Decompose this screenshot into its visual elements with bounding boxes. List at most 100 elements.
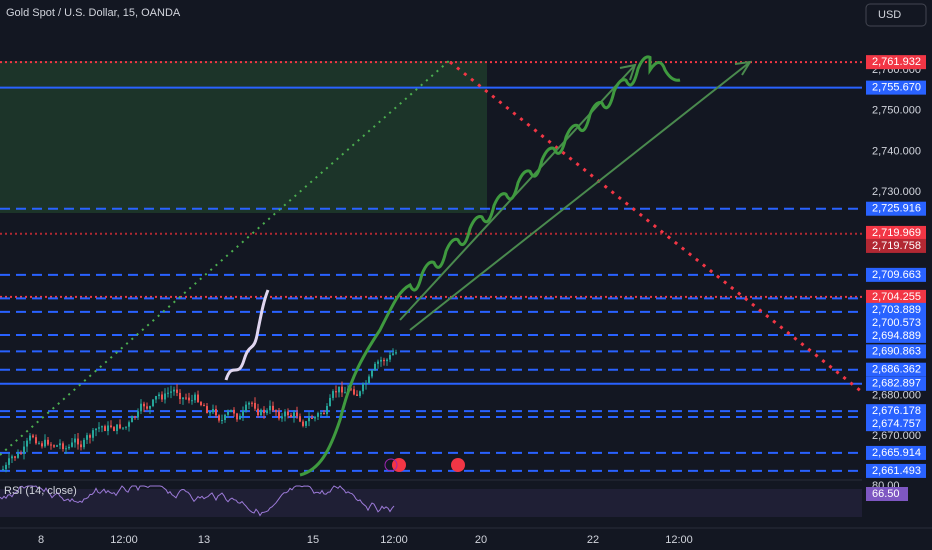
candle-body — [227, 411, 229, 415]
candle-body — [290, 415, 292, 418]
candle-body — [383, 359, 385, 362]
candle-body — [266, 410, 268, 414]
candle-body — [326, 405, 328, 415]
candle-body — [188, 397, 190, 401]
price-label-box — [866, 376, 926, 391]
price-label-box — [866, 463, 926, 478]
time-label: 22 — [587, 534, 599, 546]
candle-body — [164, 393, 166, 400]
candle-body — [137, 411, 139, 418]
candle-body — [98, 427, 100, 429]
candle-body — [38, 443, 40, 445]
candle-body — [296, 412, 298, 417]
rsi-band — [0, 489, 862, 517]
rsi-value: 66.50 — [872, 488, 900, 500]
candle-body — [344, 392, 346, 394]
candle-body — [329, 397, 331, 406]
candle-body — [107, 425, 109, 432]
candle-body — [149, 406, 151, 409]
candle-body — [119, 424, 121, 429]
arrow-head — [734, 60, 752, 76]
candle-body — [308, 417, 310, 422]
candle-body — [338, 386, 340, 393]
time-label: 12:00 — [380, 534, 408, 546]
candle-body — [314, 416, 316, 419]
candle-body — [83, 439, 85, 448]
price-tick: 2,740.000 — [872, 145, 921, 157]
candle-body — [179, 392, 181, 400]
currency-button[interactable] — [865, 3, 927, 27]
price-label: 2,703.889 — [872, 304, 921, 316]
candle-body — [341, 386, 343, 393]
price-label-box — [866, 201, 926, 216]
candle-body — [356, 394, 358, 396]
candle-body — [77, 438, 79, 445]
currency[interactable]: USD — [878, 9, 901, 21]
candle-body — [335, 391, 337, 393]
candle-body — [353, 389, 355, 395]
candle-body — [95, 428, 97, 431]
price-label: 2,755.670 — [872, 82, 921, 94]
candle-body — [242, 410, 244, 416]
red-dotted-trend — [449, 60, 863, 394]
candle-body — [371, 370, 373, 377]
candle-body — [101, 426, 103, 428]
candle-body — [161, 394, 163, 400]
candle-body — [194, 394, 196, 401]
candle-body — [71, 442, 73, 447]
candle-body — [191, 400, 193, 402]
candle-body — [26, 440, 28, 447]
candle-body — [140, 403, 142, 412]
time-label: 13 — [198, 534, 210, 546]
price-label: 2,661.493 — [872, 465, 921, 477]
dotted-trend — [0, 59, 451, 456]
price-label: 2,674.757 — [872, 418, 921, 430]
price-label-box — [866, 344, 926, 359]
candle-body — [395, 352, 397, 354]
candle-body — [47, 439, 49, 445]
price-label-box — [866, 55, 926, 70]
candle-body — [2, 469, 4, 471]
price-label: 2,719.969 — [872, 227, 921, 239]
price-tick: 2,680.000 — [872, 390, 921, 402]
candle-body — [44, 439, 46, 447]
candle-body — [281, 416, 283, 419]
chart-title: Gold Spot / U.S. Dollar, 15, OANDA — [6, 7, 181, 19]
price-tick: 2,670.000 — [872, 430, 921, 442]
candle-body — [278, 411, 280, 419]
price-label-box — [866, 238, 926, 253]
candle-body — [122, 427, 124, 429]
candle-body — [239, 415, 241, 420]
target-zone — [0, 61, 487, 213]
candle-body — [212, 409, 214, 413]
candle-body — [173, 389, 175, 392]
candle-body — [131, 416, 133, 423]
candle-body — [245, 404, 247, 411]
candle-body — [224, 414, 226, 420]
candle-body — [182, 397, 184, 400]
candle-body — [317, 413, 319, 417]
candle-body — [146, 406, 148, 409]
candle-body — [233, 409, 235, 414]
time-label: 20 — [475, 534, 487, 546]
candle-body — [65, 448, 67, 450]
candle-body — [221, 419, 223, 421]
candle-body — [272, 405, 274, 411]
candle-body — [260, 409, 262, 416]
candle-body — [176, 389, 178, 393]
candle-body — [287, 411, 289, 416]
price-label: 2,686.362 — [872, 364, 921, 376]
event-icon[interactable] — [384, 458, 398, 472]
price-label: 2,694.889 — [872, 330, 921, 342]
event-icon[interactable] — [451, 458, 465, 472]
candle-body — [377, 361, 379, 364]
candle-body — [332, 391, 334, 398]
candle-body — [29, 435, 31, 441]
price-label-box — [866, 315, 926, 330]
candle-body — [389, 355, 391, 360]
candle-body — [14, 456, 16, 458]
candle-body — [32, 435, 34, 438]
candle-body — [86, 435, 88, 440]
price-label: 2,665.914 — [872, 447, 921, 459]
